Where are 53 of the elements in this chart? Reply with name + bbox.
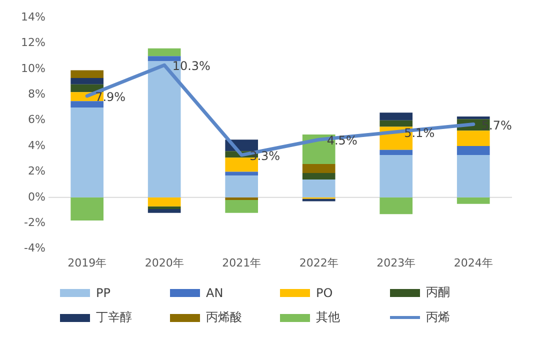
bar [456, 130, 490, 146]
bar [148, 56, 181, 62]
x-tick-label: 2021年 [222, 256, 262, 270]
bar [148, 197, 181, 206]
bar [302, 198, 336, 202]
y-tick-label: 12% [20, 36, 46, 50]
bar [380, 197, 413, 214]
bar [148, 48, 181, 56]
bar [148, 208, 181, 213]
bar [380, 150, 413, 156]
y-tick-label: 10% [20, 62, 46, 75]
legend-label: AN [206, 286, 224, 300]
legend-label: 其他 [316, 309, 340, 326]
legend-label: PO [316, 286, 333, 300]
y-tick-label: -4% [24, 242, 46, 255]
bar [456, 146, 490, 156]
bar [148, 206, 181, 209]
y-tick-label: 14% [20, 10, 46, 24]
y-tick-label: 6% [28, 113, 46, 126]
y-tick-label: -2% [24, 216, 46, 229]
legend-label: 丁辛醇 [96, 309, 132, 326]
bar [70, 78, 104, 84]
bar [456, 155, 490, 198]
bar [70, 70, 104, 78]
bar [380, 112, 413, 120]
bar [225, 200, 258, 213]
bar [70, 197, 104, 221]
bar [456, 116, 490, 120]
bar [380, 155, 413, 198]
bar [302, 173, 336, 180]
legend-label: 丙烯酸 [206, 309, 242, 326]
y-tick-label: 4% [28, 138, 46, 152]
x-tick-label: 2024年 [454, 256, 493, 270]
bar [302, 164, 336, 174]
y-tick-label: 0% [28, 190, 46, 204]
y-tick-label: 8% [28, 88, 46, 101]
bar [456, 197, 490, 204]
x-tick-label: 2022年 [299, 256, 338, 270]
bar [225, 172, 258, 176]
bar [225, 197, 258, 200]
bar [380, 120, 413, 127]
legend-label: PP [96, 286, 110, 300]
x-tick-label: 2023年 [376, 256, 416, 270]
x-tick-label: 2019年 [68, 256, 107, 270]
legend-label: 丙烯 [426, 309, 450, 326]
legend-label: 丙酮 [426, 284, 450, 301]
bar [70, 108, 104, 198]
bar [302, 179, 336, 198]
data-label: 10.3% [172, 59, 210, 74]
y-tick-label: 2% [28, 164, 46, 178]
x-tick-label: 2020年 [144, 256, 184, 270]
bar [225, 176, 258, 198]
bar [70, 101, 104, 108]
